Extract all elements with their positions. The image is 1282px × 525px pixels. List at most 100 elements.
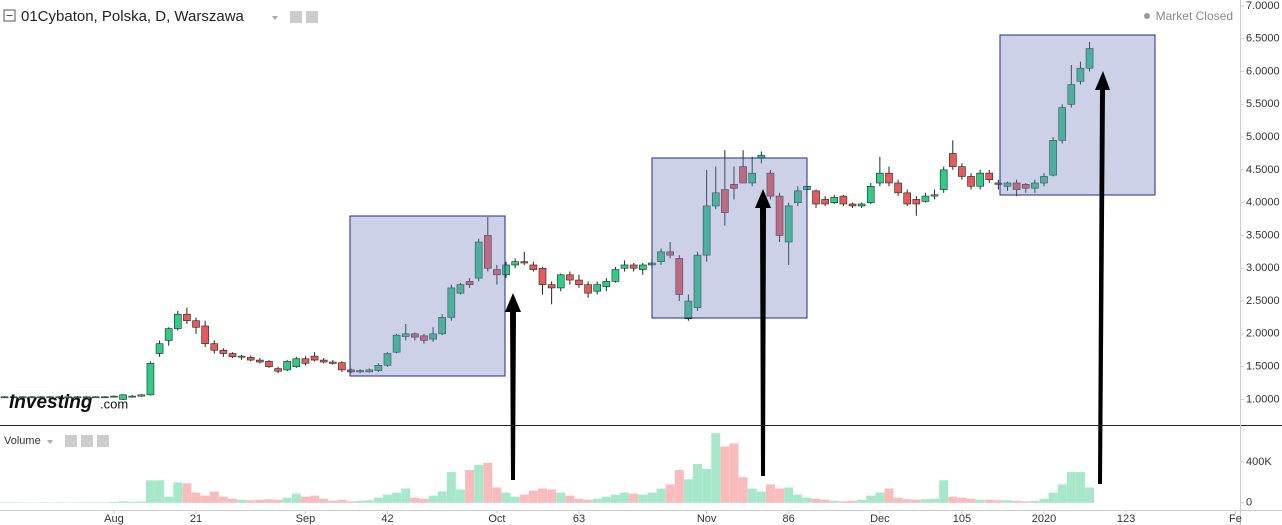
y-tick-label: 400K bbox=[1246, 456, 1272, 468]
candle-body bbox=[55, 396, 64, 399]
volume-bar bbox=[884, 488, 894, 503]
volume-bar bbox=[54, 502, 64, 503]
volume-bar bbox=[993, 500, 1003, 503]
volume-bar bbox=[729, 443, 739, 503]
dropdown-icon[interactable] bbox=[47, 440, 53, 444]
candle-body bbox=[894, 182, 902, 194]
status-dot bbox=[1144, 13, 1150, 19]
candle-body bbox=[28, 396, 36, 399]
volume-bar bbox=[282, 497, 292, 503]
volume-bar bbox=[747, 488, 757, 503]
arrow bbox=[1095, 71, 1110, 484]
candle-body bbox=[246, 357, 255, 361]
volume-bar bbox=[857, 499, 867, 503]
candle-body bbox=[511, 261, 519, 266]
candle-body bbox=[328, 361, 337, 364]
y-tick-label: 1.0000 bbox=[1246, 393, 1280, 405]
candle-body bbox=[219, 349, 228, 354]
volume-bar bbox=[1012, 500, 1022, 503]
candle-body bbox=[830, 197, 839, 203]
volume-bar bbox=[829, 500, 839, 503]
volume-bar bbox=[465, 470, 475, 503]
y-tick-label: 6.5000 bbox=[1246, 33, 1280, 45]
volume-bar bbox=[893, 497, 903, 503]
volume-bar bbox=[565, 495, 575, 503]
candle-body bbox=[839, 195, 848, 205]
candle-body bbox=[493, 269, 501, 276]
volume-bar bbox=[638, 494, 648, 503]
y-tick-label: 5.5000 bbox=[1246, 98, 1280, 110]
candle-body bbox=[711, 192, 720, 207]
candle-body bbox=[9, 396, 18, 399]
volume-bar bbox=[574, 498, 584, 503]
candle-body bbox=[155, 343, 164, 354]
candle-body bbox=[976, 172, 984, 187]
volume-bar bbox=[957, 497, 967, 503]
settings-icon[interactable] bbox=[290, 11, 302, 23]
volume-bar bbox=[510, 496, 520, 503]
dropdown-icon[interactable] bbox=[272, 16, 278, 20]
candle-body bbox=[602, 281, 611, 287]
candle-body bbox=[310, 355, 319, 361]
volume-bar bbox=[364, 500, 374, 503]
y-tick-label: 4.5000 bbox=[1246, 164, 1280, 176]
settings-icon[interactable] bbox=[306, 11, 318, 23]
settings-icon[interactable] bbox=[81, 435, 93, 447]
volume-bar bbox=[620, 492, 630, 503]
close-icon[interactable] bbox=[97, 435, 109, 447]
candle-body bbox=[0, 396, 9, 399]
candle-body bbox=[866, 185, 875, 203]
volume-bar bbox=[109, 502, 119, 503]
volume-bar bbox=[984, 499, 994, 503]
volume-bar bbox=[145, 480, 155, 503]
arrows bbox=[505, 71, 1110, 484]
volume-bar bbox=[173, 482, 183, 503]
candle-body bbox=[994, 182, 1003, 185]
volume-bar bbox=[711, 433, 721, 503]
candle-body bbox=[848, 203, 857, 207]
candle-body bbox=[411, 333, 419, 338]
volume-bar bbox=[1057, 484, 1067, 503]
volume-bar bbox=[948, 496, 958, 503]
candle-body bbox=[876, 172, 884, 184]
logo-suffix: .com bbox=[100, 396, 128, 411]
candle-body bbox=[1040, 176, 1048, 184]
candle-body bbox=[365, 369, 374, 373]
volume-bar bbox=[182, 483, 192, 503]
candle-body bbox=[164, 328, 173, 341]
candle-body bbox=[37, 396, 45, 399]
volume-bar bbox=[100, 502, 110, 503]
y-tick-label: 1.5000 bbox=[1246, 361, 1280, 373]
volume-bar bbox=[802, 497, 812, 503]
volume-bar bbox=[1085, 487, 1095, 503]
volume-bar bbox=[629, 493, 639, 503]
volume-bar bbox=[720, 446, 730, 503]
candle-body bbox=[64, 396, 73, 399]
candle-body bbox=[210, 343, 219, 351]
volume-bar bbox=[811, 498, 821, 503]
volume-bar bbox=[410, 497, 420, 503]
volume-bar bbox=[975, 499, 985, 503]
volume-bar bbox=[1048, 492, 1058, 503]
candle-body bbox=[429, 333, 437, 340]
candle-body bbox=[702, 205, 711, 256]
y-tick-label: 3.0000 bbox=[1246, 262, 1280, 274]
volume-bar bbox=[702, 469, 712, 503]
arrow bbox=[505, 293, 521, 480]
candle-body bbox=[638, 264, 647, 270]
volume-bar bbox=[765, 484, 775, 503]
volume-bar bbox=[538, 488, 547, 503]
candle-body bbox=[1049, 140, 1057, 176]
candle-body bbox=[684, 300, 693, 320]
candle-body bbox=[265, 361, 273, 367]
settings-icon[interactable] bbox=[65, 435, 77, 447]
y-tick-label: 2.5000 bbox=[1246, 295, 1280, 307]
volume-bar bbox=[9, 502, 19, 503]
candle-body bbox=[939, 169, 948, 190]
volume-bar bbox=[310, 495, 320, 503]
x-tick-label: Dec bbox=[870, 513, 890, 525]
candle-body bbox=[775, 195, 784, 236]
candle-body bbox=[374, 365, 383, 371]
candle-body bbox=[146, 363, 155, 396]
volume-bar bbox=[610, 494, 620, 503]
